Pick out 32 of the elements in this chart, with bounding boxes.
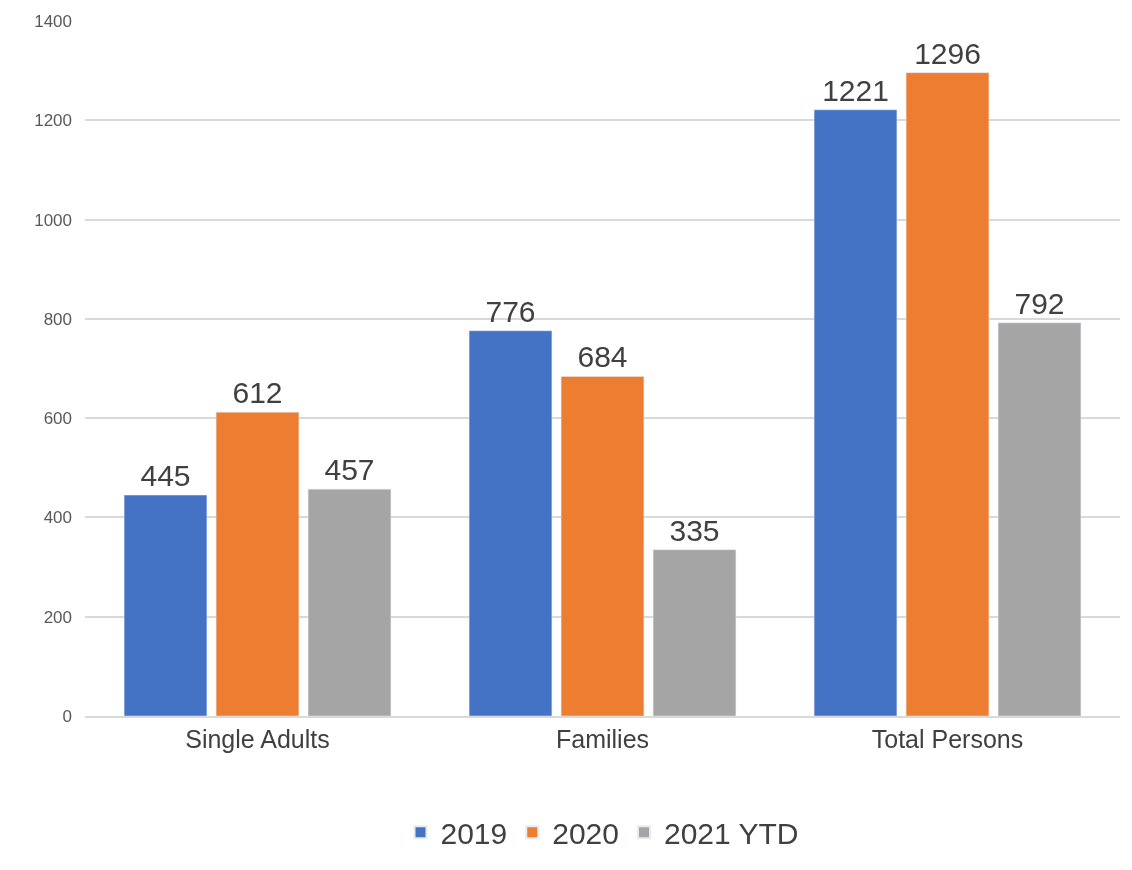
legend-label: 2019 xyxy=(440,817,508,851)
bar xyxy=(997,322,1082,716)
data-label: 1221 xyxy=(822,73,889,107)
x-tick-label: Total Persons xyxy=(871,724,1024,753)
bar xyxy=(215,411,300,716)
x-tick-label: Single Adults xyxy=(185,724,330,753)
data-label: 684 xyxy=(577,340,628,374)
legend-label: 2021 YTD xyxy=(664,817,799,851)
y-tick-label: 0 xyxy=(62,706,72,726)
y-tick-label: 800 xyxy=(43,309,72,329)
y-tick-label: 600 xyxy=(43,409,72,429)
legend-label: 2020 xyxy=(552,817,619,851)
bar xyxy=(813,109,898,716)
y-tick-label: 1400 xyxy=(34,11,72,31)
bar xyxy=(905,72,990,716)
data-label: 792 xyxy=(1014,286,1065,320)
y-tick-label: 400 xyxy=(43,508,72,528)
y-tick-label: 1000 xyxy=(34,210,72,230)
data-label: 1296 xyxy=(914,36,981,70)
bar xyxy=(307,488,392,716)
bar xyxy=(652,549,737,716)
bar xyxy=(123,494,208,716)
data-label: 335 xyxy=(669,513,720,547)
data-label: 457 xyxy=(324,453,375,487)
y-tick-label: 1200 xyxy=(34,111,72,131)
x-tick-label: Families xyxy=(555,724,650,753)
y-tick-label: 200 xyxy=(43,607,72,627)
data-label: 776 xyxy=(485,294,536,328)
data-label: 612 xyxy=(232,376,283,410)
bar xyxy=(560,376,645,716)
data-label: 445 xyxy=(140,459,191,493)
bar xyxy=(468,330,553,716)
